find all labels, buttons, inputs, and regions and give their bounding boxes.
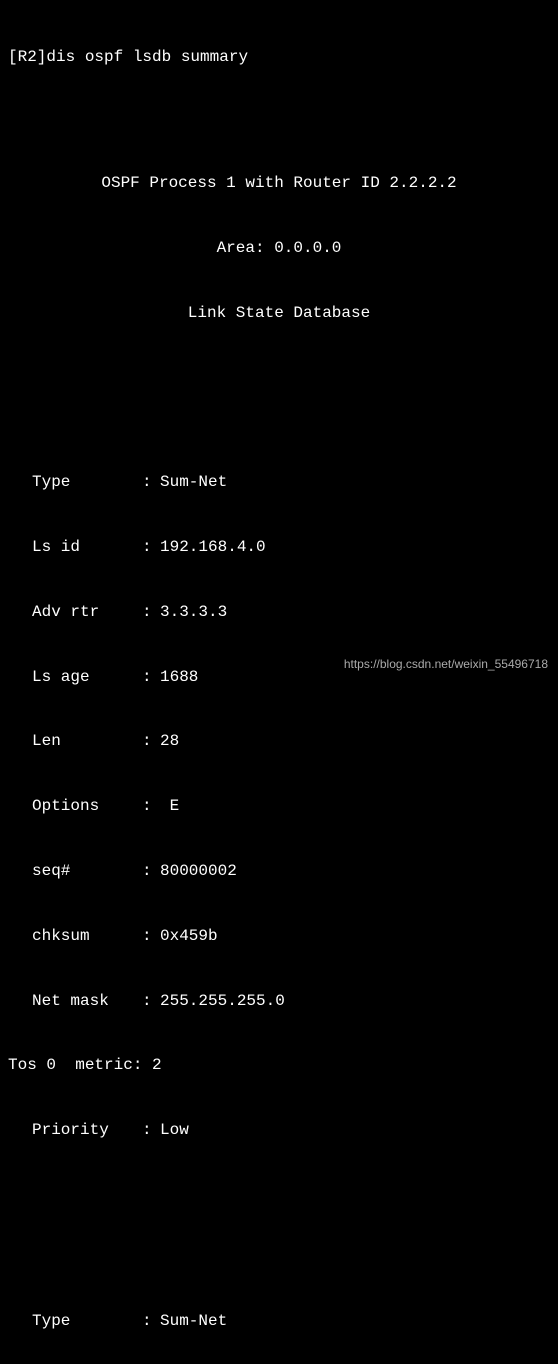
field-value: E (160, 796, 550, 818)
field-value: 3.3.3.3 (160, 602, 550, 624)
ospf-area-header: Area: 0.0.0.0 (8, 238, 550, 260)
field-label: Net mask (32, 991, 142, 1013)
field-label: Len (32, 731, 142, 753)
lsdb-entry: Type:Sum-Net Ls id:40.0.0.0 Adv rtr:3.3.… (32, 1268, 550, 1364)
field-label: Type (32, 1311, 142, 1333)
field-label: Type (32, 472, 142, 494)
field-label: Options (32, 796, 142, 818)
field-label: Adv rtr (32, 602, 142, 624)
command-line: [R2]dis ospf lsdb summary (8, 47, 550, 69)
field-label: chksum (32, 926, 142, 948)
field-label: Priority (32, 1120, 142, 1142)
terminal-output: [R2]dis ospf lsdb summary OSPF Process 1… (0, 0, 558, 1364)
field-label: Ls age (32, 667, 142, 689)
field-value: 80000002 (160, 861, 550, 883)
ospf-process-header: OSPF Process 1 with Router ID 2.2.2.2 (8, 173, 550, 195)
field-label: seq# (32, 861, 142, 883)
field-label: Ls id (32, 537, 142, 559)
field-value: 192.168.4.0 (160, 537, 550, 559)
metric-line: Tos 0 metric: 2 (8, 1055, 550, 1077)
lsdb-entry: Type:Sum-Net Ls id:192.168.4.0 Adv rtr:3… (32, 429, 550, 1185)
field-value: 255.255.255.0 (160, 991, 550, 1013)
watermark-text: https://blog.csdn.net/weixin_55496718 (344, 656, 548, 672)
field-value: 28 (160, 731, 550, 753)
field-value: Sum-Net (160, 472, 550, 494)
ospf-database-header: Link State Database (8, 303, 550, 325)
field-value: 0x459b (160, 926, 550, 948)
field-value: Low (160, 1120, 550, 1142)
field-value: Sum-Net (160, 1311, 550, 1333)
